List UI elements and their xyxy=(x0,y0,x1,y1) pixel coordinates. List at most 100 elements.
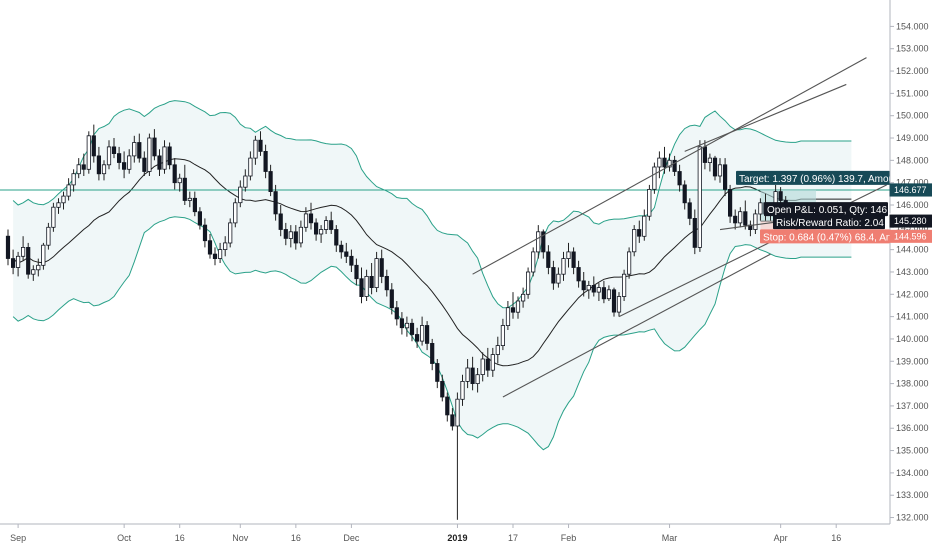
candle-down xyxy=(576,267,581,282)
price-label: 145.280 xyxy=(889,214,932,228)
candle-down xyxy=(313,222,319,235)
candle-down xyxy=(778,191,783,201)
candle-up xyxy=(147,137,152,172)
candle-up xyxy=(627,251,632,275)
candle-down xyxy=(424,325,430,344)
candle-down xyxy=(5,235,11,259)
candle-up xyxy=(475,374,480,385)
candle-up xyxy=(632,229,637,253)
candle-up xyxy=(697,146,702,248)
candle-down xyxy=(152,137,157,157)
candle-down xyxy=(10,258,16,268)
candle-down xyxy=(637,229,642,237)
candle-up xyxy=(616,296,622,313)
candle-down xyxy=(541,231,546,253)
y-tick-label: 144.000 xyxy=(896,245,929,255)
candle-down xyxy=(551,267,556,284)
price-label-text: 144.596 xyxy=(894,231,927,241)
candle-up xyxy=(561,258,566,275)
candle-down xyxy=(359,278,364,298)
candle-down xyxy=(263,150,268,172)
band-fill xyxy=(13,100,852,450)
candle-down xyxy=(167,146,172,166)
x-tick-label: Sep xyxy=(10,533,26,543)
candle-down xyxy=(273,191,278,215)
price-label-bg xyxy=(889,229,932,243)
candle-up xyxy=(419,325,425,342)
candle-up xyxy=(36,264,41,271)
candle-down xyxy=(137,142,142,159)
candle-down xyxy=(197,211,202,226)
y-tick-label: 142.000 xyxy=(896,289,929,299)
candle-up xyxy=(20,246,26,257)
candle-down xyxy=(344,251,349,257)
candle-down xyxy=(339,244,344,253)
candle-down xyxy=(672,159,677,172)
y-tick-label: 151.000 xyxy=(896,88,929,98)
candle-down xyxy=(207,240,213,255)
candle-down xyxy=(308,213,314,224)
candle-down xyxy=(278,213,283,230)
candle-up xyxy=(455,398,460,427)
candle-down xyxy=(743,211,748,226)
candle-down xyxy=(379,258,384,277)
trendline-3 xyxy=(502,253,771,398)
position-target-label-text: Target: 1.397 (0.96%) 139.7, Amount: 20 xyxy=(739,174,920,185)
position-target-label: Target: 1.397 (0.96%) 139.7, Amount: 20 xyxy=(736,170,920,185)
price-label-bg xyxy=(889,214,932,228)
y-tick-label: 134.000 xyxy=(896,468,929,478)
candle-up xyxy=(536,231,541,253)
y-tick-label: 133.000 xyxy=(896,490,929,500)
candle-down xyxy=(96,155,101,175)
position-pnl-label-text: Open P&L: 0.051, Qty: 146 xyxy=(767,205,888,216)
candle-up xyxy=(288,231,293,239)
candle-down xyxy=(414,334,420,342)
candle-up xyxy=(243,175,248,188)
candle-up xyxy=(162,146,167,170)
candle-down xyxy=(445,396,450,416)
candle-up xyxy=(753,213,758,230)
candle-up xyxy=(177,177,182,184)
candle-down xyxy=(394,307,399,320)
candle-down xyxy=(662,157,667,168)
candle-up xyxy=(318,229,324,235)
position-stop-label-bg xyxy=(760,229,890,244)
candle-down xyxy=(682,184,687,204)
candle-up xyxy=(500,325,506,347)
candle-down xyxy=(712,157,718,177)
candle-down xyxy=(172,164,177,184)
candle-down xyxy=(81,164,86,170)
candle-up xyxy=(596,287,601,293)
upper-band-line xyxy=(12,100,852,309)
candle-up xyxy=(667,159,672,168)
candle-up xyxy=(223,242,228,250)
trendline-1 xyxy=(472,57,867,275)
candle-up xyxy=(374,258,379,289)
candle-up xyxy=(622,273,627,297)
candle-down xyxy=(354,264,359,280)
candle-down xyxy=(283,229,288,239)
candle-up xyxy=(738,211,743,224)
candle-up xyxy=(460,380,465,400)
y-tick-label: 148.000 xyxy=(896,155,929,165)
candle-down xyxy=(692,217,697,248)
trendline-2 xyxy=(684,83,847,152)
x-tick-label: 16 xyxy=(831,533,841,543)
candle-up xyxy=(233,202,238,224)
candle-up xyxy=(248,157,253,177)
y-tick-label: 154.000 xyxy=(896,21,929,31)
candle-down xyxy=(293,231,298,244)
candle-up xyxy=(521,293,526,302)
candle-up xyxy=(238,186,243,204)
x-tick-label: Nov xyxy=(232,533,249,543)
candle-down xyxy=(723,164,728,190)
price-label-bg xyxy=(889,183,932,197)
candle-down xyxy=(122,162,127,170)
candle-up xyxy=(707,157,713,164)
candle-down xyxy=(611,289,617,313)
position-rr-label: Risk/Reward Ratio: 2.04 xyxy=(773,215,885,230)
candle-down xyxy=(142,157,147,172)
